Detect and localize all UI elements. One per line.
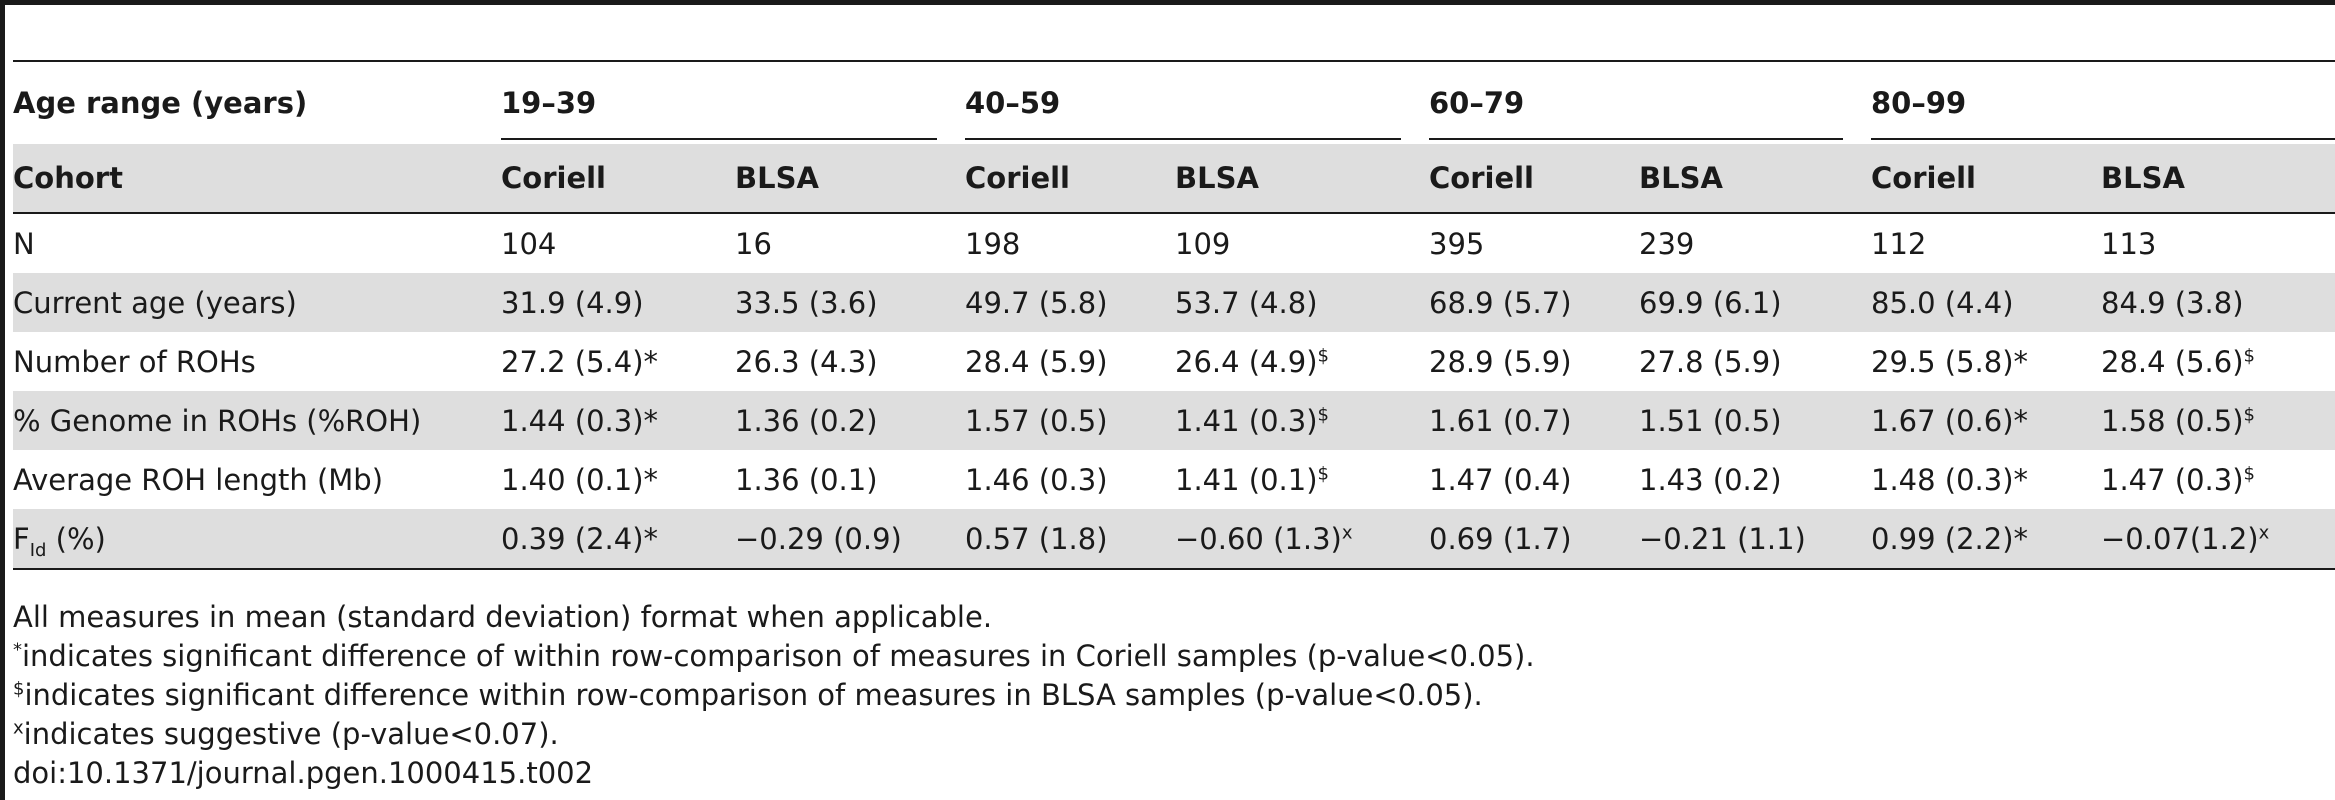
cohort-header: BLSA: [1639, 144, 1871, 214]
row-label: FId (%): [13, 509, 501, 570]
table-cell: 27.2 (5.4)*: [501, 344, 659, 379]
significance-marker: x: [1341, 521, 1353, 543]
significance-marker: $: [2243, 403, 2255, 425]
footnote: $indicates significant difference within…: [13, 678, 1483, 712]
table-cell: 1.47 (0.3)$: [2101, 462, 2255, 497]
table-cell: −0.29 (0.9): [735, 509, 965, 570]
table-cell: 1.40 (0.1)*: [501, 462, 659, 497]
footnote: doi:10.1371/journal.pgen.1000415.t002: [13, 756, 594, 790]
table-cell: 1.41 (0.1)$: [1175, 462, 1329, 497]
age-group-40-59: 40–59: [965, 60, 1429, 144]
table-cell: 53.7 (4.8): [1175, 273, 1429, 332]
table-cell: 68.9 (5.7): [1429, 273, 1639, 332]
table-cell: 1.46 (0.3): [965, 462, 1108, 497]
table-footnotes: All measures in mean (standard deviation…: [13, 598, 1535, 793]
cohort-header: BLSA: [1175, 144, 1429, 214]
row-label: Number of ROHs: [13, 344, 256, 379]
table-cell: 1.58 (0.5)$: [2101, 391, 2335, 450]
table-cell: −0.21 (1.1): [1639, 509, 1871, 570]
table-cell: 1.48 (0.3)*: [1871, 462, 2029, 497]
table-cell: 1.51 (0.5): [1639, 391, 1871, 450]
significance-marker: x: [2258, 521, 2270, 543]
row-label: N: [13, 226, 35, 261]
cohort-header: Coriell: [1871, 144, 2101, 214]
table-cell: 239: [1639, 226, 1695, 261]
table-cell: 395: [1429, 226, 1485, 261]
row-label: Average ROH length (Mb): [13, 462, 384, 497]
table-cell: 198: [965, 226, 1021, 261]
table-cell: 104: [501, 226, 557, 261]
left-border: [0, 0, 5, 800]
table-row: Current age (years) 31.9 (4.9) 33.5 (3.6) 4…: [13, 273, 2335, 332]
top-border: [0, 0, 2335, 5]
table-row: FId (%) 0.39 (2.4)* −0.29 (0.9) 0.57 (1.8) −…: [13, 509, 2335, 570]
significance-marker: $: [2243, 462, 2255, 484]
table-cell: 28.9 (5.9): [1429, 344, 1572, 379]
table-cell: 1.43 (0.2): [1639, 462, 1782, 497]
table-cell: 27.8 (5.9): [1639, 344, 1782, 379]
table-cell: 31.9 (4.9): [501, 273, 735, 332]
cohort-header: BLSA: [735, 144, 965, 214]
table-cell: 112: [1871, 226, 1927, 261]
table-cell: 109: [1175, 226, 1231, 261]
table-cell: −0.07(1.2)x: [2101, 509, 2335, 570]
table-cell: 0.57 (1.8): [965, 509, 1175, 570]
table-cell: 1.47 (0.4): [1429, 462, 1572, 497]
table-cell: 1.57 (0.5): [965, 391, 1175, 450]
table-row: % Genome in ROHs (%ROH) 1.44 (0.3)* 1.36 (…: [13, 391, 2335, 450]
table-cell: 16: [735, 226, 772, 261]
table-cell: 1.41 (0.3)$: [1175, 391, 1429, 450]
age-range-label: Age range (years): [13, 60, 501, 144]
table-cell: 85.0 (4.4): [1871, 273, 2101, 332]
table-cell: 0.39 (2.4)*: [501, 509, 735, 570]
table-cell: 1.44 (0.3)*: [501, 391, 735, 450]
table-cell: 49.7 (5.8): [965, 273, 1175, 332]
table-cell: 26.3 (4.3): [735, 344, 878, 379]
age-group-19-39: 19–39: [501, 60, 965, 144]
table-cell: 1.61 (0.7): [1429, 391, 1639, 450]
table-cell: 1.36 (0.1): [735, 462, 878, 497]
footnote: xindicates suggestive (p-value<0.07).: [13, 717, 559, 751]
cohort-header: Coriell: [965, 144, 1175, 214]
cohort-label: Cohort: [13, 144, 501, 214]
cohort-header: Coriell: [1429, 144, 1639, 214]
table-cell: 1.36 (0.2): [735, 391, 965, 450]
age-group-80-99: 80–99: [1871, 60, 2335, 144]
table-cell: 26.4 (4.9)$: [1175, 344, 1329, 379]
cohort-header-row: Cohort Coriell BLSA Coriell BLSA Coriell…: [13, 144, 2335, 214]
footnote: *indicates significant difference of wit…: [13, 639, 1535, 673]
table-cell: 28.4 (5.6)$: [2101, 344, 2255, 379]
cohort-header: BLSA: [2101, 144, 2335, 214]
table-cell: 84.9 (3.8): [2101, 273, 2335, 332]
table-cell: 29.5 (5.8)*: [1871, 344, 2029, 379]
table-cell: 0.99 (2.2)*: [1871, 509, 2101, 570]
table-cell: 28.4 (5.9): [965, 344, 1108, 379]
table-row: Average ROH length (Mb) 1.40 (0.1)* 1.36 (…: [13, 450, 2335, 509]
age-range-header-row: Age range (years) 19–39 40–59 60–79 80–9…: [13, 60, 2335, 144]
row-label: % Genome in ROHs (%ROH): [13, 391, 501, 450]
significance-marker: $: [1317, 403, 1329, 425]
significance-marker: $: [2243, 344, 2255, 366]
cohort-header: Coriell: [501, 144, 735, 214]
footnote: All measures in mean (standard deviation…: [13, 600, 993, 634]
significance-marker: $: [1317, 462, 1329, 484]
age-group-60-79: 60–79: [1429, 60, 1871, 144]
significance-marker: $: [1317, 344, 1329, 366]
row-label: Current age (years): [13, 273, 501, 332]
results-table: Age range (years) 19–39 40–59 60–79 80–9…: [13, 60, 2335, 570]
table-cell: 113: [2101, 226, 2157, 261]
table-cell: 0.69 (1.7): [1429, 509, 1639, 570]
table-row: N 104 16 198 109 395 239 112 113: [13, 213, 2335, 273]
table-cell: 33.5 (3.6): [735, 273, 965, 332]
table-cell: −0.60 (1.3)x: [1175, 509, 1429, 570]
table-cell: 1.67 (0.6)*: [1871, 391, 2101, 450]
table-row: Number of ROHs 27.2 (5.4)* 26.3 (4.3) 28.4 …: [13, 332, 2335, 391]
table-cell: 69.9 (6.1): [1639, 273, 1871, 332]
